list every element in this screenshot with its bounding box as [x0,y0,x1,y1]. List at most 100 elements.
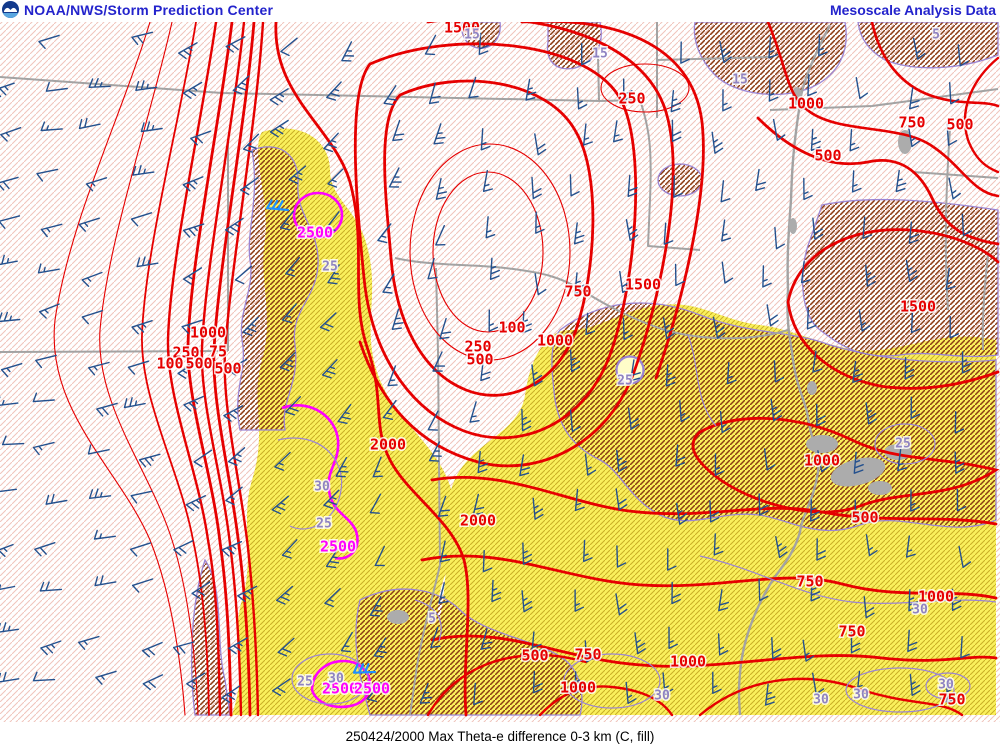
wind-barb [613,120,623,143]
contour-label-purple: 30 [853,688,869,703]
wind-barb [193,449,213,468]
wind-barb [142,674,164,691]
wind-barb [40,640,62,656]
wind-barb [531,364,543,387]
contour-label-purple: 30 [912,603,928,618]
wind-barb [583,539,593,563]
wind-barb [719,410,731,434]
wind-barb [0,543,14,559]
wind-barb [325,547,340,569]
wind-barb [392,119,405,142]
wind-barb [0,622,20,633]
wind-barb [945,681,957,704]
wind-barb [720,180,731,203]
wind-barb [762,265,772,288]
wind-barb [183,395,204,412]
wind-barb [173,641,195,656]
wind-barb [910,396,921,419]
wind-barb [674,263,685,287]
wind-barb [576,87,588,110]
wind-barb [242,316,259,336]
wind-barb [957,44,969,67]
contour-label-red: 1000 [560,679,596,697]
wind-barb [865,534,878,557]
contour-label-purple: 5 [932,28,940,43]
wind-barb [129,542,152,557]
wind-barb [182,176,204,192]
wind-barb [323,489,340,509]
wind-barb [519,454,531,477]
wind-barb [430,626,441,648]
wind-barb [764,683,776,706]
wind-barb [763,448,776,471]
mississippi-river [737,24,832,716]
wind-barb [95,670,117,685]
red-contours [53,22,1000,717]
contour-label-purple: 30 [654,689,670,704]
wind-barb [325,671,341,691]
contour-label-magenta: 2500 [320,538,356,556]
wind-barb [768,79,779,102]
wind-barb [130,212,153,227]
contour-label-red: 1000 [190,324,226,342]
page-header: NOAA/NWS/Storm Prediction Center Mesosca… [0,0,1000,22]
wind-barb [382,399,397,420]
wind-barb [40,223,63,238]
contour-label-red: 750 [574,646,601,664]
wind-barb [435,225,446,246]
wind-barb [521,590,533,613]
wind-barb [627,174,638,197]
wind-barb [473,682,483,706]
wind-barb [662,672,674,695]
wind-barb [862,216,873,239]
wind-barb [266,199,290,212]
wind-barb [130,490,153,504]
wind-barb [274,451,291,471]
contour-label-purple: 5 [428,612,436,627]
wind-barb [221,685,241,704]
wind-barb [225,36,246,53]
wind-barb [958,545,972,568]
wind-barb [671,119,682,142]
wind-barb [38,34,60,49]
wind-barb [713,533,724,556]
wind-barb [954,411,965,434]
wind-barb [717,633,729,656]
wind-barb [584,453,597,476]
wind-barb [437,495,451,517]
wind-barb [676,502,688,525]
wind-barb [616,545,627,568]
wind-barb [327,168,344,188]
wind-barb [863,596,875,619]
wind-barb [904,357,915,380]
wind-barb [905,259,918,282]
wind-barb [521,408,532,432]
wind-barb [852,360,863,383]
wind-barb [810,579,821,602]
wind-barb [94,575,117,587]
wind-barb [770,399,783,422]
contour-label-red: 500 [185,355,212,373]
wind-barb [78,217,100,232]
wind-barb [277,637,295,657]
wind-barb [585,312,596,335]
wind-barb [771,637,782,660]
wind-barb [812,350,823,373]
wind-barb [726,362,737,385]
wind-barb [372,456,383,478]
wind-barb [625,681,637,704]
noaa-logo-icon [2,1,19,18]
wind-barb [324,588,341,608]
wind-barb [428,82,441,105]
wind-barb [0,82,15,98]
wind-barb [909,673,921,696]
wind-barb [946,123,958,146]
wind-barb [634,632,646,655]
wind-barb [768,36,779,59]
contour-label-red: 500 [946,116,973,134]
wind-barb [482,169,493,192]
wind-barb [800,261,811,284]
wind-barb [775,536,788,559]
wind-barb [190,130,212,146]
